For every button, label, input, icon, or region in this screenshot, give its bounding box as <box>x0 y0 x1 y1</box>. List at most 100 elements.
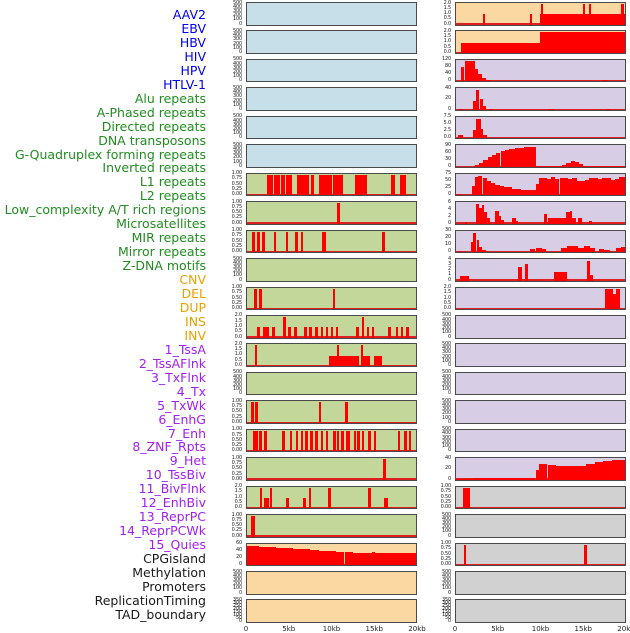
track-label-ReplicationTiming: ReplicationTiming <box>0 594 206 608</box>
data-bar <box>297 175 309 196</box>
track-label-12_EnhBiv: 12_EnhBiv <box>0 496 206 510</box>
data-bar <box>602 178 611 195</box>
y-tick-label: 60 <box>236 541 242 546</box>
track-label-7_Enh: 7_Enh <box>0 427 206 441</box>
data-bar <box>296 431 299 452</box>
data-bar <box>556 466 569 480</box>
data-bar <box>336 552 345 565</box>
y-tick-label: 0.00 <box>232 420 242 425</box>
data-bar <box>321 431 324 452</box>
data-bar <box>304 327 307 337</box>
plot-area <box>247 88 416 110</box>
y-tick-label: 0 <box>239 50 242 55</box>
track-plot-3_TxFlnk <box>455 116 626 140</box>
plot-area <box>247 3 416 25</box>
data-bar <box>345 552 354 565</box>
y-tick-label: 0 <box>448 363 451 368</box>
track-plot-12_EnhBiv <box>455 372 626 396</box>
data-bar <box>274 175 280 196</box>
y-tick-label: 25 <box>445 185 451 190</box>
track-plot-HBV <box>246 59 417 83</box>
data-bar <box>253 431 258 452</box>
y-tick-label: 0.0 <box>444 50 451 55</box>
x-tick-label-left-5kb: 5kb <box>282 625 295 633</box>
plot-area <box>456 31 625 53</box>
data-bar <box>354 431 357 452</box>
data-bar <box>333 431 336 452</box>
plot-area <box>247 117 416 139</box>
data-bar <box>282 431 285 452</box>
track-plot-L1 repeats <box>246 343 417 367</box>
y-tick-label: 50 <box>445 178 451 183</box>
data-bar <box>259 547 268 565</box>
y-axis-ticks-Z-DNA motifs: 1.000.750.500.250.00 <box>217 514 244 538</box>
plot-area <box>456 544 625 566</box>
data-bar <box>321 327 324 337</box>
y-tick-label: 0 <box>448 107 451 112</box>
data-bar <box>542 249 546 252</box>
y-tick-label: 40 <box>445 86 451 91</box>
data-bar <box>353 553 362 566</box>
y-tick-label: 0 <box>448 420 451 425</box>
y-tick-label: 40 <box>236 548 242 553</box>
data-bar <box>259 431 262 452</box>
plot-area <box>456 344 625 366</box>
data-bar <box>272 327 275 337</box>
plot-area <box>247 572 416 594</box>
plot-area <box>247 231 416 253</box>
data-bar <box>257 327 260 337</box>
track-plot-11_BivFlnk <box>455 343 626 367</box>
track-plot-CNV <box>246 543 417 567</box>
zero-baseline <box>247 422 416 423</box>
data-bar <box>391 175 395 196</box>
data-bar <box>406 327 409 337</box>
data-bar <box>464 545 467 566</box>
track-label-HTLV-1: HTLV-1 <box>0 78 206 92</box>
plot-area <box>456 458 625 480</box>
data-bar <box>374 431 377 452</box>
track-label-Low_complexity A/T rich regions: Low_complexity A/T rich regions <box>0 203 206 217</box>
data-bar <box>400 175 406 196</box>
track-plot-HPV <box>246 116 417 140</box>
data-bar <box>310 431 313 452</box>
data-bar <box>327 551 336 565</box>
data-bar <box>301 232 304 253</box>
track-label-A-Phased repeats: A-Phased repeats <box>0 106 206 120</box>
zero-baseline <box>247 308 416 309</box>
data-bar <box>331 327 334 337</box>
data-bar <box>548 465 557 480</box>
plot-area <box>247 288 416 310</box>
plot-area <box>456 373 625 395</box>
x-tick-label-right-10kb: 10kb <box>532 625 549 633</box>
data-bar <box>260 488 262 509</box>
track-label-AAV2: AAV2 <box>0 8 206 22</box>
data-bar <box>375 553 387 565</box>
track-plot-4_Tx <box>455 144 626 168</box>
data-bar <box>333 289 336 310</box>
data-bar <box>252 232 255 253</box>
track-label-Directed repeats: Directed repeats <box>0 120 206 134</box>
data-bar <box>251 516 254 537</box>
data-bar <box>401 553 417 565</box>
track-label-HPV: HPV <box>0 64 206 78</box>
data-bar <box>539 464 548 480</box>
data-bar <box>252 546 259 565</box>
plot-area <box>456 60 625 82</box>
track-label-1_TssA: 1_TssA <box>0 343 206 357</box>
y-tick-label: 2 <box>448 214 451 219</box>
track-label-DNA transposons: DNA transposons <box>0 134 206 148</box>
data-bar <box>288 327 291 337</box>
data-bar <box>257 232 260 253</box>
data-bar <box>267 175 273 196</box>
track-label-2_TssAFlnk: 2_TssAFlnk <box>0 357 206 371</box>
track-plot-6_EnhG <box>455 201 626 225</box>
data-bar <box>460 276 469 281</box>
data-bar <box>346 431 349 452</box>
